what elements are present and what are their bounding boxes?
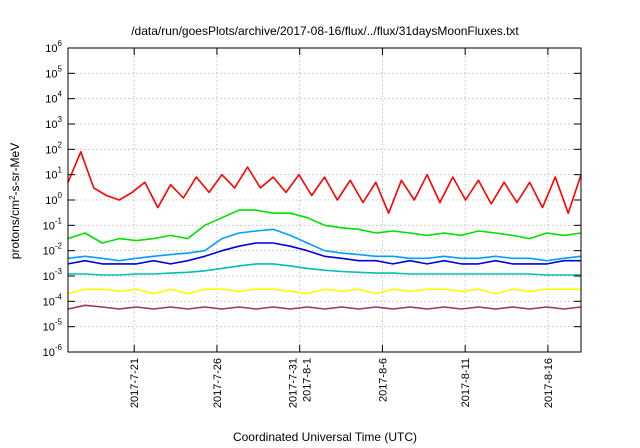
x-tick-label: 2017-7-21 [129, 358, 141, 408]
y-tick-label: 103 [45, 115, 62, 131]
series-line-7 [67, 304, 582, 310]
series-layer [67, 151, 582, 310]
x-tick-label: 2017-7-26 [212, 358, 224, 408]
y-tick-label: 100 [45, 191, 62, 207]
y-tick-label: 102 [45, 140, 62, 156]
y-axis-label: protons/cm2-s-sr-MeV [8, 143, 22, 259]
y-tick-label: 10-6 [43, 343, 63, 359]
y-tick-label: 104 [45, 90, 62, 106]
y-tick-label: 105 [45, 64, 62, 80]
x-tick-label: 2017-8-6 [377, 358, 389, 402]
y-tick-label: 10-2 [43, 242, 63, 258]
y-tick-label: 10-4 [43, 292, 63, 308]
y-tick-label: 10-3 [43, 267, 63, 283]
series-line-5 [68, 263, 581, 276]
series-line-3 [67, 228, 582, 262]
x-tick-label: 2017-7-31 [288, 358, 300, 408]
y-tick-label: 10-1 [43, 216, 63, 232]
y-tick-label: 10-5 [43, 318, 63, 334]
series-line-2 [67, 209, 582, 244]
series-line-4 [67, 242, 581, 265]
x-tick-label: 2017-8-16 [543, 358, 555, 408]
series-line-6 [67, 288, 581, 295]
chart-title: /data/run/goesPlots/archive/2017-08-16/f… [131, 24, 519, 38]
y-tick-label: 106 [45, 39, 62, 55]
y-axis: 10-6 10-5 10-4 10-3 10-2 10-1 100 101 102 103 104 1… [43, 39, 581, 359]
grid [68, 48, 581, 352]
y-tick-label: 101 [45, 166, 62, 182]
series-line-1 [67, 151, 582, 214]
x-axis: 2017-7-21 2017-7-26 2017-7-31 2017-8-1 2017-… [129, 48, 555, 408]
x-tick-label: 2017-8-1 [302, 358, 314, 402]
x-axis-label: Coordinated Universal Time (UTC) [233, 430, 417, 444]
x-tick-label: 2017-8-11 [460, 358, 472, 407]
